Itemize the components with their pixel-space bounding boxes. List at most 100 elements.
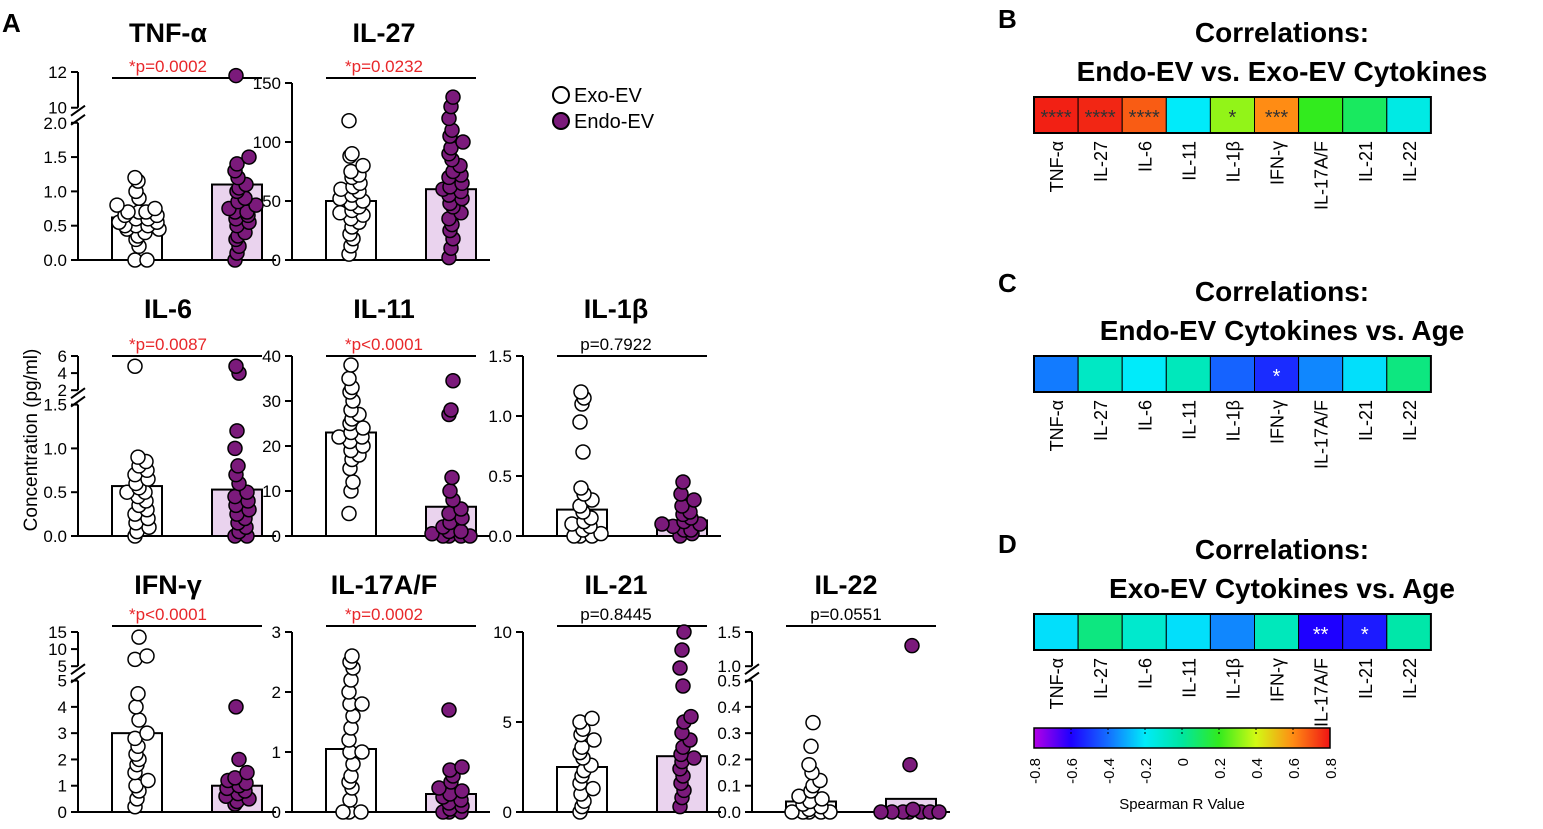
exo-data-point: [147, 200, 163, 217]
exo-data-point: [341, 113, 357, 129]
endo-data-point: [239, 764, 255, 781]
endo-data-point: [676, 624, 692, 640]
y-tick-label: 1.5: [43, 396, 67, 415]
exo-data-point: [127, 169, 143, 186]
y-tick-label: 0: [58, 803, 67, 822]
heatmap-title-line2: Endo-EV vs. Exo-EV Cytokines: [1077, 56, 1488, 87]
endo-data-point: [675, 474, 691, 490]
heatmap-x-label: IL-27: [1091, 141, 1111, 182]
exo-data-point: [139, 725, 155, 741]
heatmap-c: Correlations: Endo-EV Cytokines vs. Age TN…: [1033, 276, 1465, 469]
heatmap-cell-il-21: [1342, 96, 1388, 134]
heatmap-x-label: IL-1β: [1223, 141, 1243, 182]
panel-title: IL-22: [814, 570, 877, 600]
heatmap-b: Correlations: Endo-EV vs. Exo-EV Cytokine…: [1033, 17, 1488, 210]
y-tick-label: 2: [272, 683, 281, 702]
endo-data-point: [654, 516, 670, 532]
exo-data-point: [139, 648, 155, 664]
heatmap-cell-il-27: [1077, 613, 1123, 651]
heatmap-x-label: IL-27: [1091, 400, 1111, 441]
p-value-label: p=0.7922: [580, 335, 651, 354]
legend-exo-marker: [552, 86, 570, 104]
exo-data-point: [139, 252, 155, 268]
heatmap-cell-ifn-gamma: [1254, 355, 1300, 393]
p-value-label: *p<0.0001: [129, 605, 207, 624]
endo-data-point: [445, 373, 461, 389]
exo-data-point: [131, 629, 147, 645]
heatmap-cell-tnf-alpha: [1033, 96, 1079, 134]
colorbar-tick-label: 0.2: [1212, 758, 1229, 779]
panel-title: IL-27: [352, 18, 415, 48]
heatmap-cell-tnf-alpha: [1033, 355, 1079, 393]
heatmap-title-line2: Endo-EV Cytokines vs. Age: [1100, 315, 1465, 346]
endo-data-point: [454, 759, 470, 775]
heatmap-cell-il-17a-f: [1298, 96, 1344, 134]
endo-data-point: [227, 440, 243, 457]
heatmap-x-label: IL-1β: [1223, 400, 1243, 441]
y-tick-label: 4: [58, 364, 67, 383]
endo-data-point: [248, 197, 264, 213]
y-tick-label: 0.5: [43, 217, 67, 236]
y-tick-label: 2: [58, 750, 67, 769]
legend-endo-marker: [552, 112, 570, 130]
endo-data-point: [228, 358, 244, 375]
y-tick-label: 0: [272, 251, 281, 270]
endo-data-point: [873, 804, 889, 820]
y-tick-label: 30: [262, 392, 281, 411]
y-tick-label: 15: [48, 623, 67, 642]
heatmap-x-label: IFN-γ: [1268, 400, 1288, 444]
y-tick-label: 1: [58, 777, 67, 796]
exo-data-point: [127, 358, 143, 375]
endo-data-point: [904, 637, 920, 654]
y-tick-label: 0.4: [717, 698, 741, 717]
endo-data-point: [228, 67, 244, 84]
heatmap-x-label: IL-6: [1135, 141, 1155, 172]
y-tick-label: 3: [58, 724, 67, 743]
heatmap-cell-il-21: [1342, 355, 1388, 393]
y-tick-label: 12: [48, 63, 67, 82]
endo-data-point: [228, 699, 244, 715]
y-tick-label: 40: [262, 347, 281, 366]
exo-data-point: [130, 449, 146, 465]
exo-data-point: [341, 370, 357, 387]
axis-break-mark: [70, 387, 86, 400]
y-tick-label: 1.0: [488, 407, 512, 426]
colorbar-gradient: [1033, 727, 1331, 749]
p-value-label: *p=0.0232: [345, 57, 423, 76]
axis-break-mark: [744, 663, 760, 676]
y-tick-label: 0: [503, 803, 512, 822]
exo-data-point: [803, 738, 819, 755]
y-tick-label: 50: [262, 192, 281, 211]
panel-letter-d: D: [998, 529, 1017, 559]
y-tick-label: 5: [58, 657, 67, 676]
legend: Exo-EV Endo-EV: [552, 85, 655, 133]
heatmap-cell-il-1beta: [1209, 355, 1256, 393]
exo-data-point: [335, 804, 351, 820]
exo-data-point: [344, 648, 360, 664]
panel-title: IL-6: [144, 294, 192, 324]
heatmap-title-line1: Correlations:: [1195, 276, 1369, 307]
exo-data-point: [573, 480, 589, 496]
heatmap-cell-il-21: [1342, 613, 1388, 651]
p-value-label: p=0.8445: [580, 605, 651, 624]
exo-data-point: [585, 780, 601, 797]
panel-title: IL-17A/F: [331, 570, 438, 600]
heatmap-x-label: TNF-α: [1047, 658, 1067, 709]
heatmap-x-label: IL-17A/F: [1312, 400, 1332, 469]
y-tick-label: 0.0: [488, 527, 512, 546]
y-tick-label: 1.5: [717, 623, 741, 642]
exo-data-point: [354, 744, 370, 760]
heatmap-cell-il-27: [1077, 96, 1123, 134]
panel-letter-c: C: [998, 268, 1017, 298]
endo-data-point: [444, 469, 460, 486]
panel-title: IFN-γ: [134, 570, 202, 600]
colorbar-tick-label: 0.8: [1323, 758, 1340, 779]
y-tick-label: 0.5: [43, 483, 67, 502]
y-tick-label: 20: [262, 437, 281, 456]
exo-data-point: [801, 756, 817, 773]
heatmap-title-line2: Exo-EV Cytokines vs. Age: [1109, 573, 1455, 604]
panel-title: IL-11: [353, 294, 415, 324]
y-tick-label: 2.0: [43, 114, 67, 133]
